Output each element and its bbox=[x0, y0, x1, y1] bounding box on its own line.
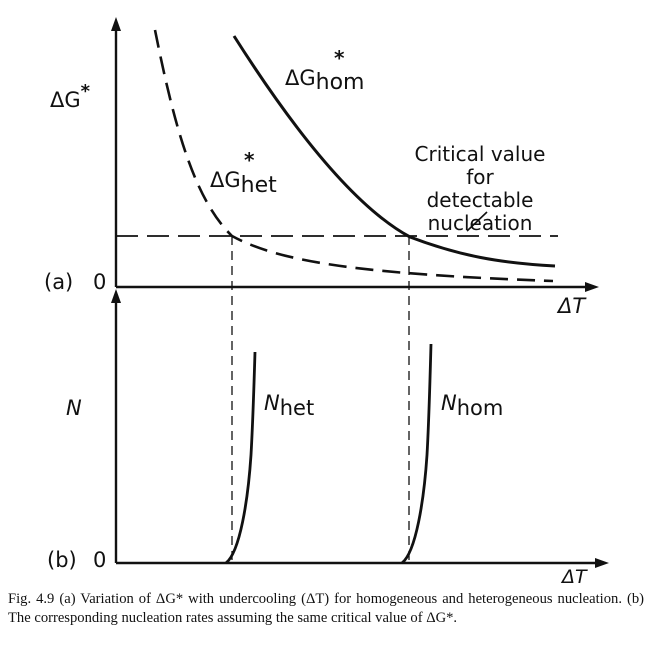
curve-het-sub: het bbox=[240, 173, 277, 198]
curve-n-het-label: Nhet bbox=[264, 391, 314, 419]
panel-b-zero: 0 bbox=[93, 548, 107, 572]
panel-a-y-axis-label: ΔG* bbox=[50, 83, 90, 112]
curve-n-hom-label: Nhom bbox=[441, 391, 503, 419]
curve-n-hom bbox=[401, 343, 433, 565]
n-hom-sub: hom bbox=[456, 396, 504, 420]
curve-hom-label: ΔGhom bbox=[285, 66, 364, 94]
panel-a-zero: 0 bbox=[93, 270, 107, 294]
figure-drawing bbox=[111, 17, 609, 568]
figure-caption: Fig. 4.9 (a) Variation of ΔG* with under… bbox=[8, 591, 644, 626]
n-het-base: N bbox=[264, 391, 280, 415]
panel-b-label: (b) bbox=[47, 548, 77, 572]
panel-b-x-axis-label: ΔT bbox=[562, 566, 587, 588]
curve-het-star: * bbox=[244, 148, 255, 172]
critical-value-pointer bbox=[466, 211, 488, 232]
curve-hom-base: ΔG bbox=[285, 66, 316, 90]
panel-b-y-axis-label: N bbox=[66, 396, 82, 420]
panel-a-label: (a) bbox=[44, 270, 74, 294]
curve-het-base: ΔG bbox=[210, 168, 241, 192]
n-het-sub: het bbox=[279, 396, 315, 420]
panel-a-x-axis-label: ΔT bbox=[558, 294, 586, 318]
dg-symbol: ΔG bbox=[50, 88, 81, 112]
critical-label-line3: nucleation bbox=[427, 211, 533, 235]
star-symbol: * bbox=[80, 81, 91, 102]
curve-dg-het bbox=[153, 29, 554, 283]
critical-value-label: Critical value for detectable nucleation bbox=[410, 143, 550, 235]
curve-dg-hom bbox=[232, 35, 556, 268]
curve-hom-sub: hom bbox=[315, 70, 365, 95]
curve-hom-star: * bbox=[334, 46, 345, 70]
nucleation-figure: ΔG* ΔGhom * ΔGhet * Critical value for d… bbox=[44, 17, 609, 587]
critical-label-line2: for detectable bbox=[426, 165, 534, 212]
curve-n-het bbox=[225, 351, 257, 565]
n-hom-base: N bbox=[441, 391, 457, 415]
critical-label-line1: Critical value bbox=[414, 142, 546, 166]
curve-het-label: ΔGhet bbox=[210, 168, 277, 197]
